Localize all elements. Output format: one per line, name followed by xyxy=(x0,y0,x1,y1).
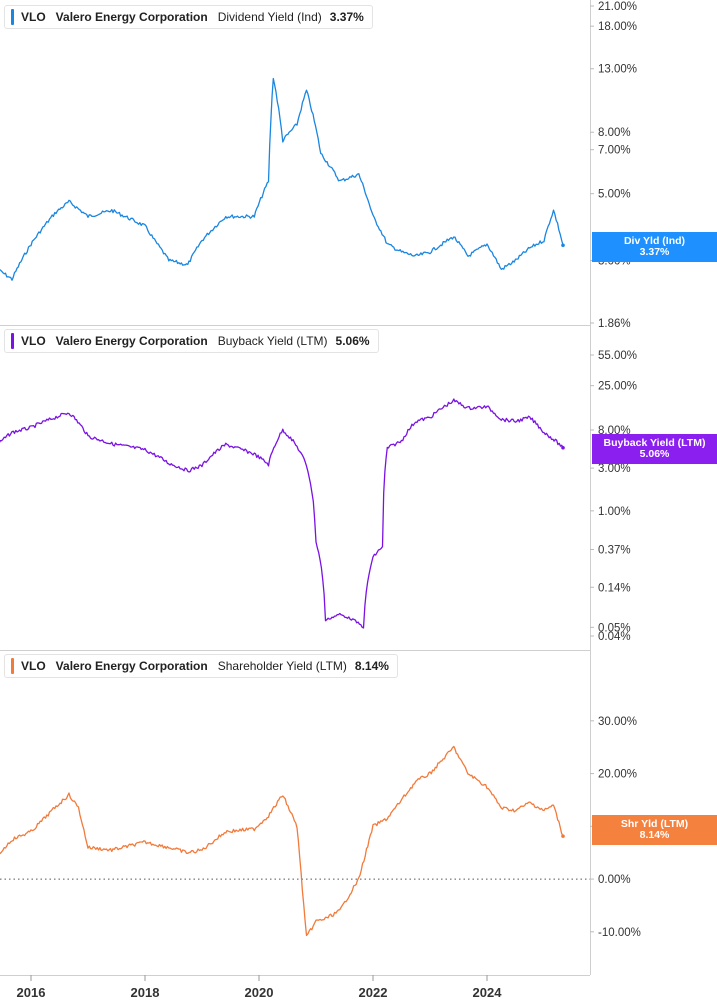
legend-dividend-yield[interactable]: VLO Valero Energy Corporation Dividend Y… xyxy=(4,5,373,29)
y-tick-label: 0.37% xyxy=(598,544,631,556)
legend-ticker: VLO xyxy=(21,334,46,348)
x-tick-label: 2022 xyxy=(359,985,388,1000)
legend-buyback-yield[interactable]: VLO Valero Energy Corporation Buyback Yi… xyxy=(4,329,379,353)
series-line-3 xyxy=(0,745,564,937)
y-tick-label: 0.00% xyxy=(598,874,631,886)
y-tick-label: 0.05% xyxy=(598,622,631,634)
y-tick-label: 8.00% xyxy=(598,127,631,139)
series-line-1 xyxy=(0,77,564,281)
legend-ticker: VLO xyxy=(21,659,46,673)
y-tick-labels: 21.00% 18.00% 13.00% 8.00% 7.00% 5.00% 3.00% 1.… xyxy=(590,1,641,939)
y-tick-label: 18.00% xyxy=(598,21,637,33)
legend-shareholder-yield[interactable]: VLO Valero Energy Corporation Shareholde… xyxy=(4,654,398,678)
y-tick-label: 13.00% xyxy=(598,64,637,76)
legend-value: 3.37% xyxy=(329,10,364,24)
legend-swatch-icon xyxy=(11,658,14,674)
flag-label: Buyback Yield (LTM) xyxy=(603,437,706,449)
last-value-point xyxy=(561,445,565,450)
flag-dividend-yield: Div Yld (Ind) 3.37% xyxy=(592,232,717,262)
y-tick-label: 30.00% xyxy=(598,716,637,728)
legend-value: 8.14% xyxy=(354,659,389,673)
last-value-point xyxy=(561,243,565,248)
y-tick-label: 20.00% xyxy=(598,769,637,781)
y-tick-label: 21.00% xyxy=(598,1,637,13)
flag-value: 5.06% xyxy=(639,448,670,460)
flag-value: 8.14% xyxy=(639,829,670,841)
flag-label: Shr Yld (LTM) xyxy=(620,818,689,830)
x-tick-label: 2016 xyxy=(17,985,46,1000)
y-tick-label: -10.00% xyxy=(598,927,641,939)
legend-swatch-icon xyxy=(11,333,14,349)
legend-ticker: VLO xyxy=(21,10,46,24)
flag-shareholder-yield: Shr Yld (LTM) 8.14% xyxy=(592,815,717,845)
x-tick-label: 2024 xyxy=(473,985,503,1000)
legend-swatch-icon xyxy=(11,9,14,25)
y-tick-label: 1.00% xyxy=(598,506,631,518)
legend-metric: Dividend Yield (Ind) xyxy=(217,10,322,24)
flag-value: 3.37% xyxy=(639,246,670,258)
y-tick-label: 0.14% xyxy=(598,582,631,594)
x-tick-labels: 2016 2018 2020 2022 2024 xyxy=(17,975,503,1000)
y-tick-label: 7.00% xyxy=(598,145,631,157)
legend-value: 5.06% xyxy=(335,334,370,348)
x-tick-label: 2020 xyxy=(245,985,274,1000)
legend-company: Valero Energy Corporation xyxy=(55,10,208,24)
last-value-point xyxy=(561,834,565,838)
legend-metric: Shareholder Yield (LTM) xyxy=(217,659,347,673)
panel-frames xyxy=(0,0,591,976)
y-tick-label: 25.00% xyxy=(598,381,637,393)
series-layer xyxy=(0,77,565,937)
y-tick-label: 55.00% xyxy=(598,350,637,362)
y-tick-label: 1.86% xyxy=(598,318,631,330)
series-line-2 xyxy=(0,398,564,629)
flag-buyback-yield: Buyback Yield (LTM) 5.06% xyxy=(592,434,717,464)
y-tick-label: 3.00% xyxy=(598,463,631,475)
legend-company: Valero Energy Corporation xyxy=(55,334,208,348)
y-tick-label: 8.00% xyxy=(598,425,631,437)
flag-label: Div Yld (Ind) xyxy=(623,235,686,247)
y-tick-label: 5.00% xyxy=(598,189,631,201)
x-tick-label: 2018 xyxy=(131,985,160,1000)
legend-metric: Buyback Yield (LTM) xyxy=(217,334,328,348)
y-tick-label: 0.04% xyxy=(598,631,631,643)
legend-company: Valero Energy Corporation xyxy=(55,659,208,673)
